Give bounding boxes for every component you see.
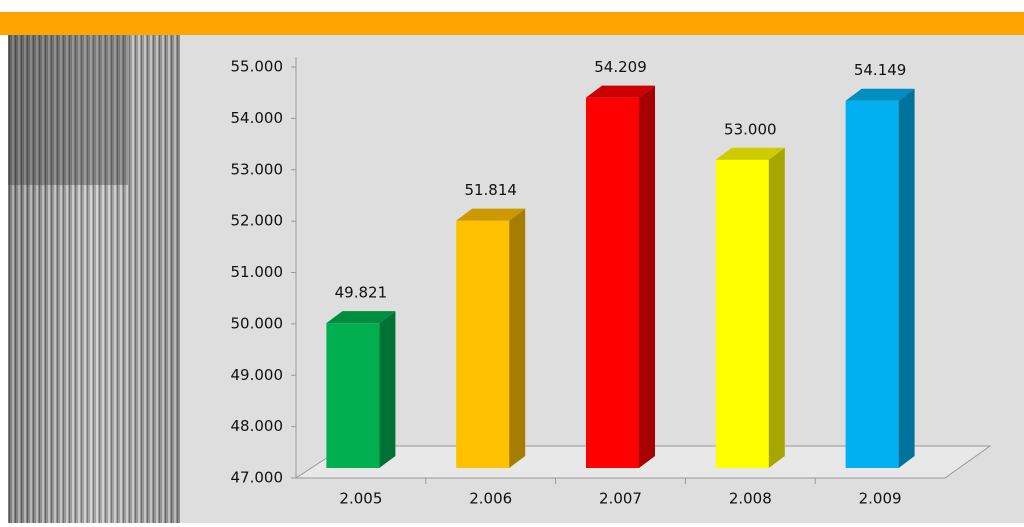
value-label: 54.209 [594,58,647,76]
x-tick-label: 2.007 [599,490,642,508]
y-tick-label: 51.000 [231,263,284,281]
bar-side [899,89,915,468]
value-label: 49.821 [335,284,388,302]
x-tick-label: 2.006 [469,490,512,508]
bar-front [846,101,899,468]
page: 47.000 48.000 49.000 50.000 51.000 52.000 53.0… [0,0,1024,523]
value-label: 54.149 [854,61,907,79]
bar-side [769,148,785,468]
y-tick-label: 53.000 [231,160,284,178]
bar [456,209,525,468]
bar [846,89,915,468]
bar-front [326,323,379,468]
bar [716,148,785,468]
bar-side [639,86,655,468]
bar [326,311,395,468]
bar [586,86,655,468]
y-tick-label: 49.000 [231,366,284,384]
y-tick-label: 50.000 [231,314,284,332]
x-tick-label: 2.008 [729,490,772,508]
side-photo [8,35,180,523]
x-tick-label: 2.005 [339,490,382,508]
bar-side [509,209,525,468]
bar-front [716,160,769,468]
y-tick-label: 54.000 [231,109,284,127]
value-label: 51.814 [464,181,517,199]
bar-front [456,221,509,468]
y-tick-label: 47.000 [231,469,284,487]
x-tick-label: 2.009 [859,490,902,508]
y-tick-label: 48.000 [231,417,284,435]
header-band [0,12,1024,35]
value-label: 53.000 [724,120,777,138]
y-tick-label: 52.000 [231,212,284,230]
y-tick-label: 55.000 [231,58,284,76]
bar-side [379,311,395,468]
bar-front [586,98,639,468]
